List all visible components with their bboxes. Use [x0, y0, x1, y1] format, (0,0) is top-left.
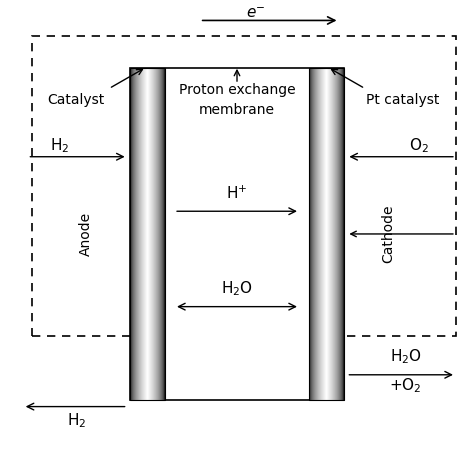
Text: Pt catalyst: Pt catalyst: [365, 93, 439, 107]
Bar: [309, 68, 344, 400]
Text: e$^{-}$: e$^{-}$: [246, 6, 265, 21]
Text: Proton exchange
membrane: Proton exchange membrane: [179, 83, 295, 117]
Text: Cathode: Cathode: [382, 205, 395, 263]
Bar: [130, 68, 344, 400]
Text: H$_2$O: H$_2$O: [390, 347, 421, 366]
Text: H$_2$: H$_2$: [67, 411, 86, 430]
Text: Anode: Anode: [79, 212, 92, 256]
Text: Catalyst: Catalyst: [48, 93, 105, 107]
Text: +O$_2$: +O$_2$: [389, 377, 422, 395]
Text: O$_2$: O$_2$: [409, 136, 428, 155]
Text: H$_2$O: H$_2$O: [221, 279, 253, 298]
Text: H$_2$: H$_2$: [50, 136, 70, 155]
Text: H$^{+}$: H$^{+}$: [226, 184, 248, 202]
Bar: [130, 68, 165, 400]
